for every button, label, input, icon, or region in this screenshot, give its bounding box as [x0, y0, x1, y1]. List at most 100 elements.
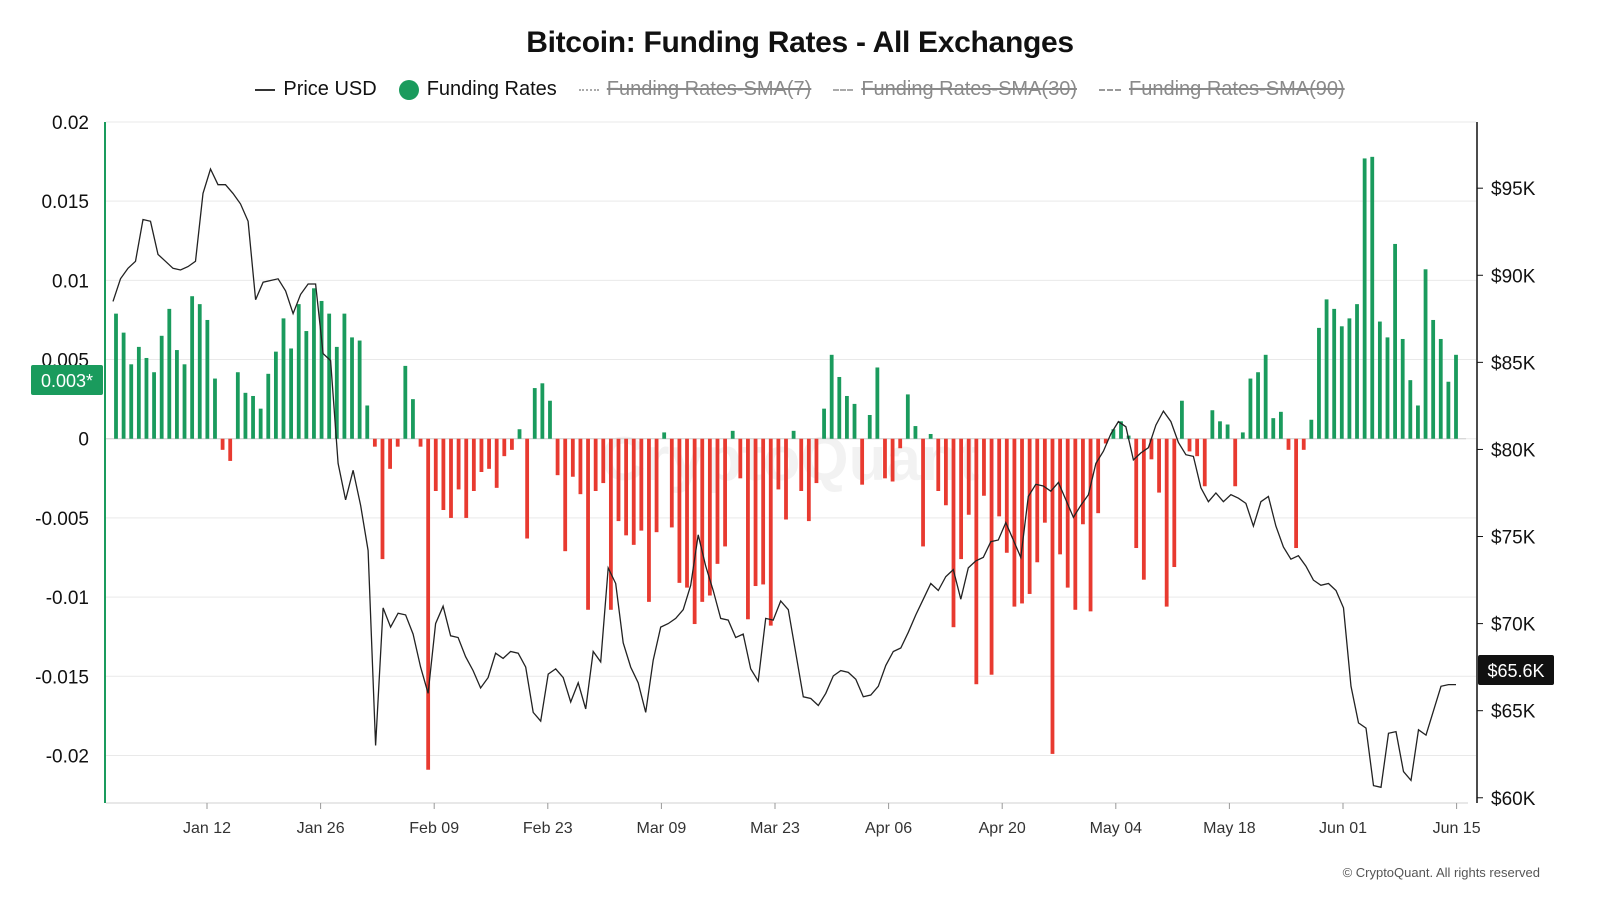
funding-rate-bar — [1385, 337, 1390, 439]
funding-rate-bar — [845, 395, 849, 439]
funding-rate-bar — [205, 319, 210, 439]
funding-rate-bar — [266, 373, 271, 439]
dotted-line-swatch-icon — [578, 88, 599, 91]
funding-rate-bar — [411, 399, 415, 439]
funding-rate-bar — [1134, 438, 1139, 549]
x-axis-tick-label: May 04 — [1090, 820, 1143, 837]
funding-rate-bar — [784, 438, 788, 520]
funding-rate-bar — [1004, 438, 1009, 553]
funding-rate-bar — [540, 383, 545, 439]
funding-rate-bar — [144, 357, 149, 439]
funding-rate-bar — [913, 426, 918, 439]
funding-rate-bar — [563, 438, 568, 552]
funding-rate-bar — [905, 394, 910, 439]
funding-rate-bar — [365, 405, 370, 439]
funding-rate-bar — [532, 388, 537, 439]
funding-rate-bar — [319, 300, 324, 439]
left-axis-tick-label: -0.02 — [46, 746, 89, 767]
funding-rate-bar — [928, 433, 933, 439]
funding-rate-bar — [852, 403, 857, 439]
funding-rate-bar — [1454, 354, 1458, 439]
funding-rate-bar — [601, 438, 606, 484]
funding-rate-bar — [647, 438, 651, 602]
left-axis-tick-label: 0 — [78, 430, 89, 451]
funding-rate-bar — [1027, 438, 1032, 594]
funding-rate-bar — [1210, 410, 1215, 439]
funding-rate-bar — [1096, 438, 1101, 514]
funding-rate-bar — [190, 296, 195, 439]
funding-rate-bar — [875, 367, 880, 439]
funding-rate-bar — [456, 438, 461, 490]
funding-rate-bar — [1324, 299, 1329, 439]
left-axis-tick-label: -0.015 — [35, 667, 89, 688]
funding-rate-bar — [616, 438, 621, 522]
x-axis-tick-label: Feb 23 — [523, 820, 573, 837]
funding-rate-bar — [433, 438, 438, 491]
funding-rate-bar — [1438, 338, 1443, 439]
funding-rate-bar — [1263, 354, 1268, 439]
funding-rate-bar — [921, 438, 925, 547]
funding-rate-bar — [334, 346, 339, 439]
funding-rate-bars — [114, 156, 1458, 770]
funding-rate-bar — [1393, 243, 1397, 439]
funding-rate-bar — [707, 438, 712, 596]
funding-rate-bar — [1149, 438, 1154, 460]
funding-rate-bar — [715, 438, 720, 564]
line-swatch-icon — [255, 88, 276, 91]
right-axis-ticks: $95K $90K $85K $80K $75K $70K $65K $60K — [1477, 179, 1536, 810]
funding-rate-bar — [966, 438, 971, 515]
funding-rate-bar — [342, 313, 347, 439]
funding-rate-bar — [1400, 338, 1405, 439]
x-axis-tick-label: Feb 09 — [409, 820, 459, 837]
right-axis-tick-label: $65K — [1491, 702, 1536, 723]
left-axis-tick-label: -0.005 — [35, 509, 89, 530]
funding-rate-bar — [1408, 380, 1413, 439]
chart-title: Bitcoin: Funding Rates - All Exchanges — [526, 26, 1074, 59]
funding-rate-bar — [943, 438, 948, 506]
left-axis-ticks: 0.020.0150.010.0050-0.005-0.01-0.015-0.0… — [35, 113, 89, 767]
funding-rate-bar — [860, 438, 865, 485]
x-axis-tick-label: Mar 23 — [750, 820, 800, 837]
funding-rate-bar — [441, 438, 446, 511]
dashdot-line-swatch-icon — [1098, 88, 1121, 91]
funding-rate-bar — [898, 438, 903, 449]
legend-item-funding-rates[interactable]: Funding Rates — [398, 78, 557, 101]
funding-rate-bar — [654, 438, 659, 533]
funding-rate-bar — [1073, 438, 1078, 610]
funding-rate-bar — [1141, 438, 1146, 580]
funding-rate-bar — [1172, 438, 1177, 568]
funding-rate-bar — [578, 438, 583, 495]
funding-rate-bar — [167, 308, 172, 439]
funding-rate-bar — [449, 438, 453, 518]
funding-rate-bar — [479, 438, 484, 472]
funding-rate-bar — [677, 438, 682, 583]
gridlines — [106, 121, 1476, 756]
funding-rate-bar — [1020, 438, 1024, 604]
funding-rate-bar — [822, 408, 826, 439]
funding-rate-bar — [1370, 156, 1375, 439]
price-line — [112, 167, 1456, 789]
funding-rate-bar — [1332, 308, 1337, 439]
funding-rate-bar — [768, 438, 773, 626]
legend-label-sma30: Funding Rates-SMA(30) — [861, 78, 1077, 100]
funding-rate-bar — [1119, 421, 1123, 439]
funding-rate-bar — [228, 438, 233, 461]
funding-rate-bar — [1218, 421, 1222, 439]
legend-item-sma7[interactable]: Funding Rates-SMA(7) — [578, 78, 811, 101]
funding-rate-bar — [403, 365, 408, 439]
funding-rate-bar — [1042, 438, 1047, 523]
left-axis-tick-label: 0.015 — [41, 192, 89, 213]
funding-rate-bar — [1164, 438, 1169, 607]
legend-item-sma30[interactable]: Funding Rates-SMA(30) — [833, 78, 1077, 101]
x-axis-tick-label: Jun 15 — [1433, 820, 1481, 837]
funding-rate-bar — [487, 438, 491, 469]
funding-rate-bar — [1088, 438, 1093, 612]
funding-rate-bar — [753, 438, 758, 587]
funding-rate-bar — [723, 438, 727, 547]
x-axis-tick-label: Apr 20 — [979, 820, 1026, 837]
funding-rate-bar — [1225, 424, 1230, 439]
funding-rate-bar — [1431, 319, 1436, 439]
funding-rate-bar — [669, 438, 674, 528]
legend-item-price[interactable]: Price USD — [255, 78, 377, 101]
legend-item-sma90[interactable]: Funding Rates-SMA(90) — [1098, 78, 1345, 101]
